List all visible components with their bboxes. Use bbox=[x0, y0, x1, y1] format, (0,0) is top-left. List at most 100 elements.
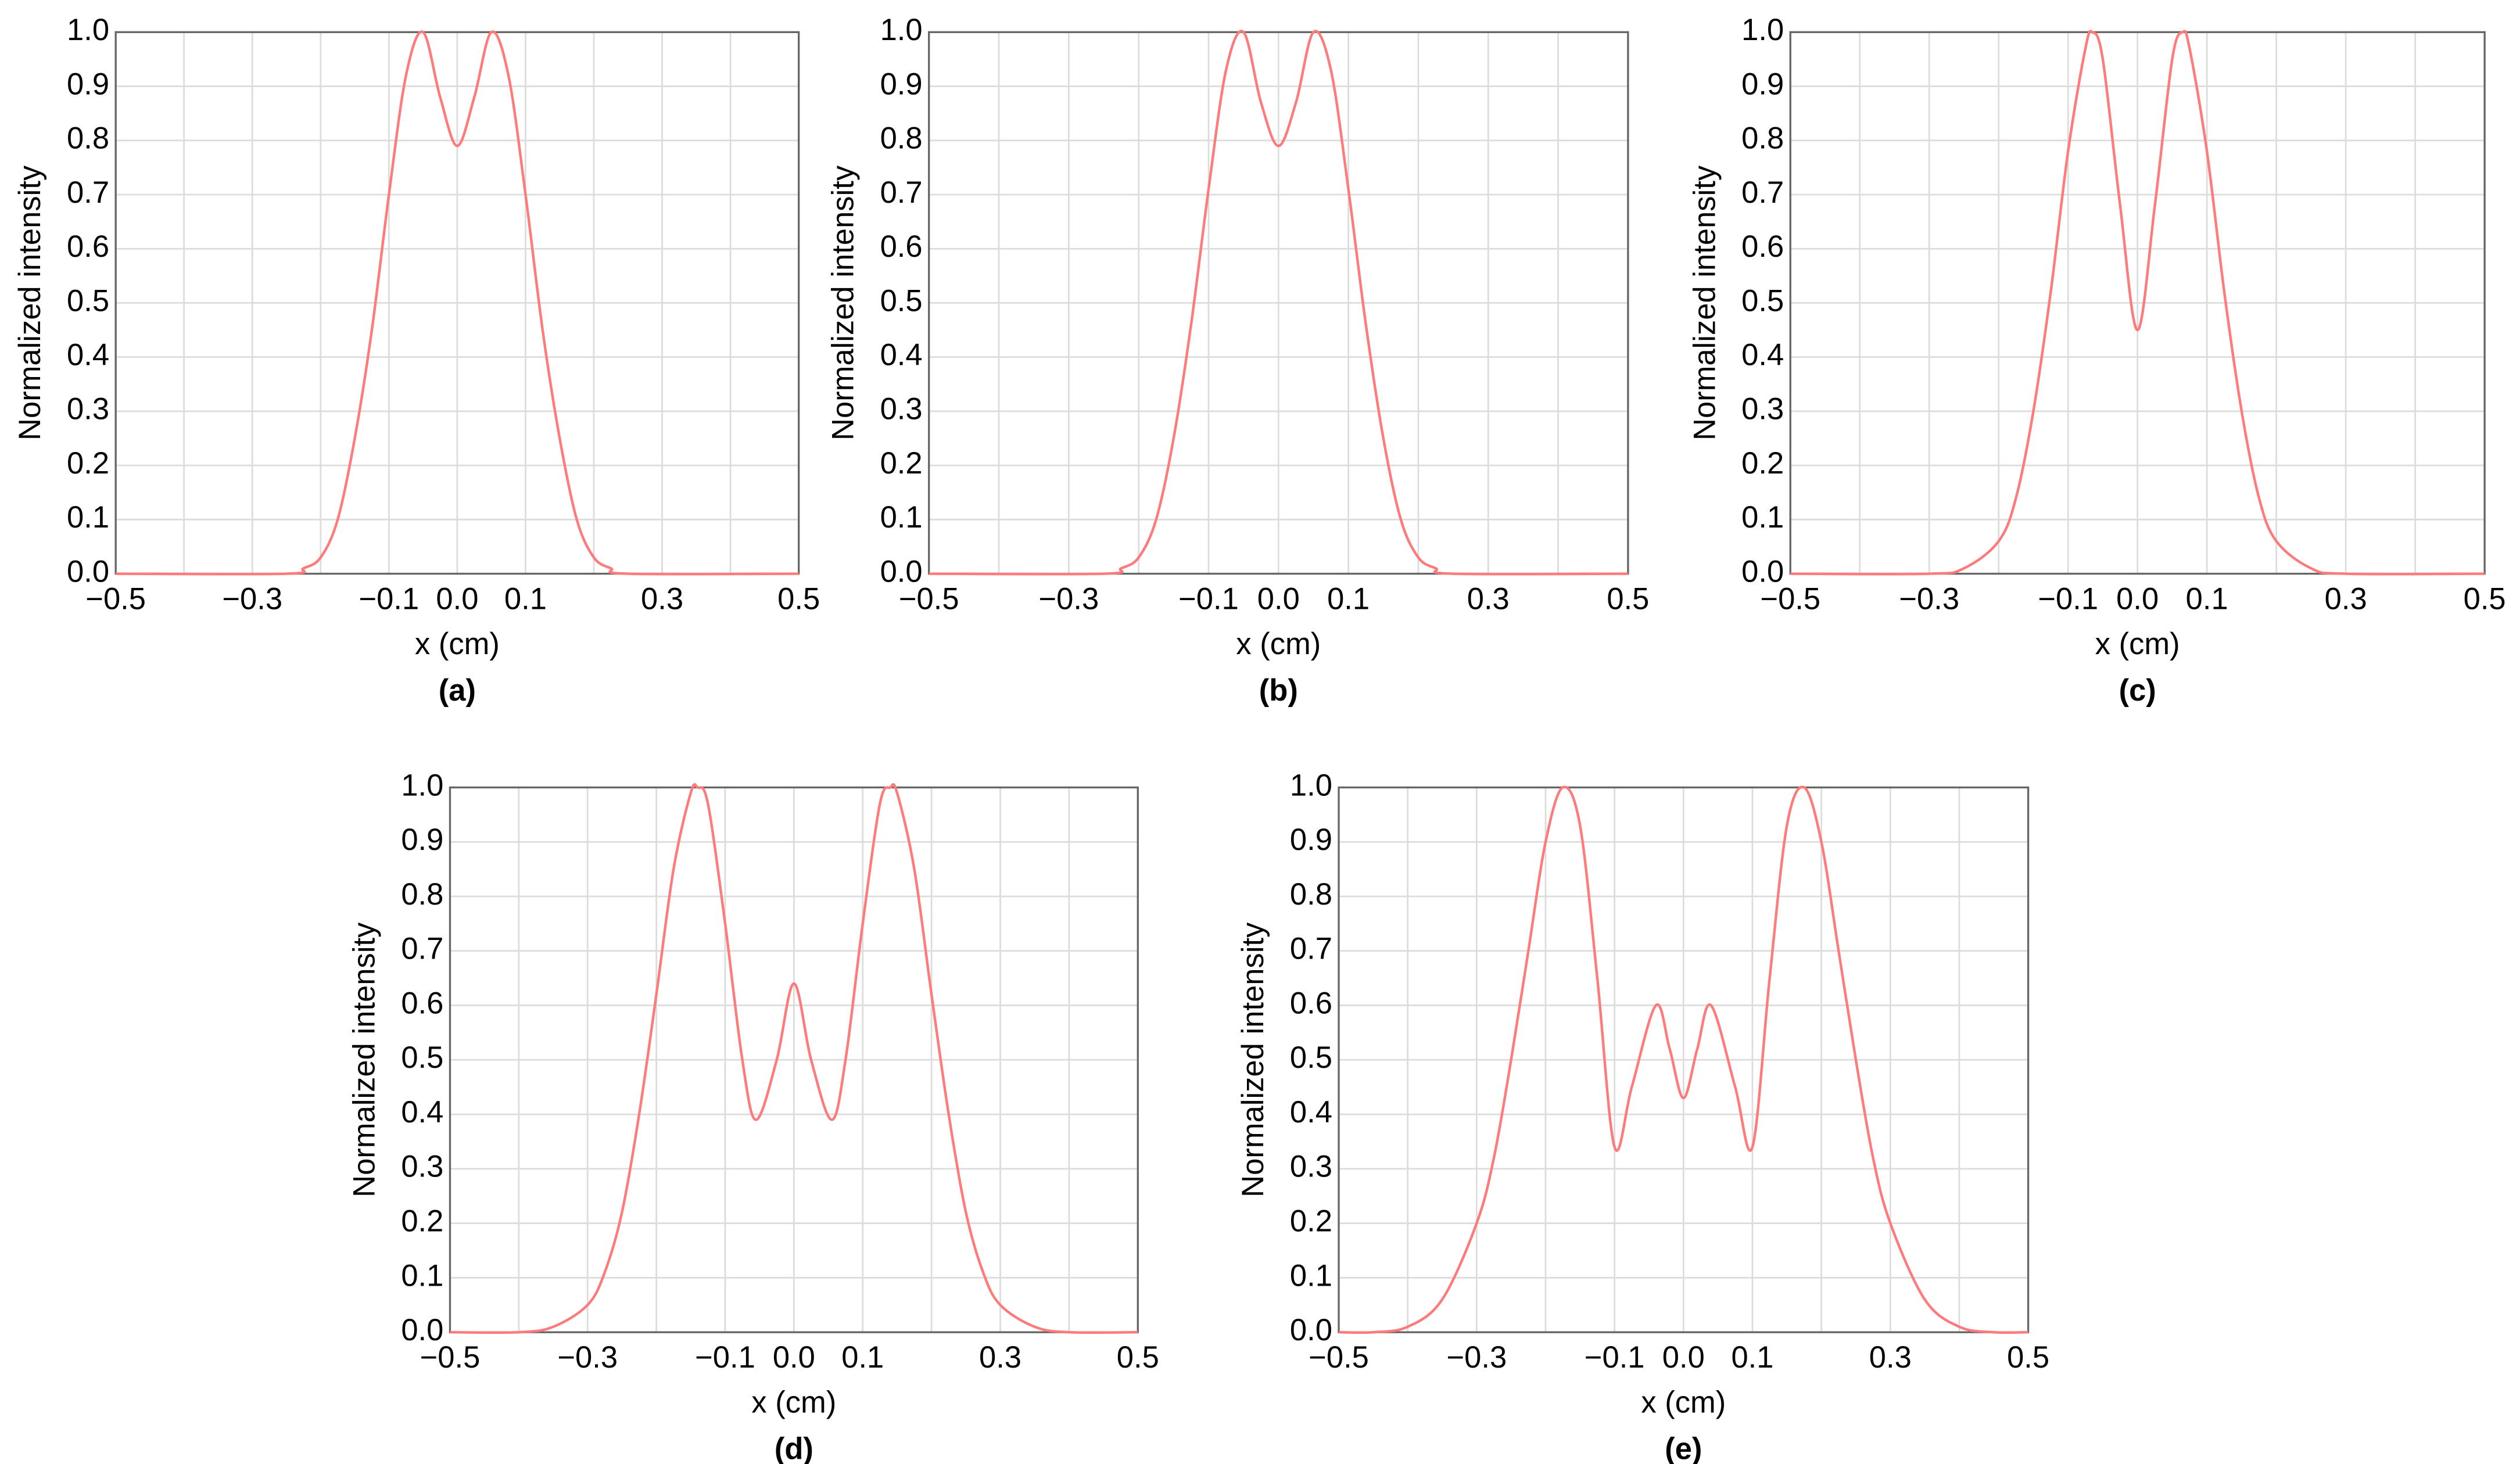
x-tick-label: −0.3 bbox=[557, 1340, 618, 1375]
x-tick-label: −0.5 bbox=[85, 582, 146, 616]
y-tick-label: 0.0 bbox=[880, 554, 923, 589]
y-tick-label: 0.0 bbox=[1741, 554, 1784, 589]
y-axis-label: Normalized intensity bbox=[1236, 922, 1270, 1197]
x-tick-label: −0.1 bbox=[695, 1340, 755, 1375]
panel-label: (e) bbox=[1665, 1432, 1702, 1464]
y-tick-label: 0.5 bbox=[67, 284, 109, 318]
plot-frame bbox=[449, 786, 1139, 1333]
y-tick-label: 0.4 bbox=[401, 1095, 443, 1129]
y-tick-label: 0.6 bbox=[1741, 229, 1784, 264]
y-tick-label: 0.8 bbox=[401, 877, 443, 912]
x-axis-label: x (cm) bbox=[1641, 1386, 1726, 1420]
x-tick-label: 0.3 bbox=[979, 1340, 1021, 1375]
y-tick-label: 0.8 bbox=[880, 121, 923, 156]
x-axis-label: x (cm) bbox=[415, 627, 500, 661]
panel-label: (a) bbox=[439, 673, 476, 708]
y-tick-label: 0.8 bbox=[1290, 877, 1332, 912]
y-tick-label: 0.2 bbox=[67, 446, 109, 480]
intensity-curve bbox=[1339, 785, 2028, 1334]
y-axis-label: Normalized intensity bbox=[13, 165, 47, 440]
x-tick-label: −0.1 bbox=[1585, 1340, 1645, 1375]
y-tick-label: 0.4 bbox=[880, 338, 923, 372]
x-tick-label: −0.5 bbox=[1760, 582, 1820, 616]
x-tick-label: −0.1 bbox=[1178, 582, 1239, 616]
x-tick-label: −0.1 bbox=[2038, 582, 2098, 616]
y-tick-label: 0.6 bbox=[880, 229, 923, 264]
y-tick-label: 1.0 bbox=[67, 13, 109, 47]
y-tick-label: 0.9 bbox=[401, 823, 443, 857]
panel-label: (d) bbox=[775, 1432, 813, 1464]
y-tick-label: 0.6 bbox=[67, 229, 109, 264]
y-tick-label: 0.7 bbox=[1741, 175, 1784, 210]
x-tick-label: 0.0 bbox=[1257, 582, 1300, 616]
y-tick-label: 0.0 bbox=[67, 554, 109, 589]
x-tick-label: 0.5 bbox=[1607, 582, 1649, 616]
y-tick-label: 0.9 bbox=[880, 67, 923, 101]
y-tick-label: 0.2 bbox=[880, 446, 923, 480]
y-tick-label: 0.3 bbox=[401, 1150, 443, 1184]
y-tick-label: 0.0 bbox=[1290, 1313, 1332, 1347]
x-tick-label: 0.5 bbox=[1117, 1340, 1159, 1375]
x-tick-label: 0.0 bbox=[436, 582, 478, 616]
x-tick-label: 0.5 bbox=[777, 582, 820, 616]
y-tick-label: 1.0 bbox=[1741, 13, 1784, 47]
x-tick-label: −0.5 bbox=[1309, 1340, 1369, 1375]
x-tick-label: 0.1 bbox=[1327, 582, 1370, 616]
y-tick-label: 0.2 bbox=[401, 1204, 443, 1238]
y-tick-label: 0.4 bbox=[1290, 1095, 1332, 1129]
x-tick-label: −0.1 bbox=[359, 582, 419, 616]
y-tick-label: 1.0 bbox=[1290, 768, 1332, 802]
x-tick-label: −0.5 bbox=[899, 582, 959, 616]
y-axis-label: Normalized intensity bbox=[347, 922, 382, 1197]
y-tick-label: 0.2 bbox=[1290, 1204, 1332, 1238]
y-tick-label: 0.4 bbox=[67, 338, 109, 372]
y-tick-label: 0.3 bbox=[67, 392, 109, 426]
y-tick-label: 0.7 bbox=[1290, 932, 1332, 966]
y-tick-label: 0.4 bbox=[1741, 338, 1784, 372]
y-tick-label: 0.7 bbox=[401, 932, 443, 966]
y-tick-label: 0.3 bbox=[1290, 1150, 1332, 1184]
y-tick-label: 0.0 bbox=[401, 1313, 443, 1347]
x-tick-label: 0.3 bbox=[641, 582, 683, 616]
x-tick-label: 0.1 bbox=[2186, 582, 2228, 616]
intensity-curve bbox=[116, 30, 799, 576]
x-axis-label: x (cm) bbox=[2095, 627, 2180, 661]
y-tick-label: 0.9 bbox=[1290, 823, 1332, 857]
x-tick-label: 0.5 bbox=[2007, 1340, 2049, 1375]
panel-label: (c) bbox=[2119, 673, 2156, 708]
y-tick-label: 0.7 bbox=[67, 175, 109, 210]
plot-frame bbox=[1789, 31, 2486, 575]
x-tick-label: 0.3 bbox=[2325, 582, 2367, 616]
y-tick-label: 1.0 bbox=[401, 768, 443, 802]
x-tick-label: 0.1 bbox=[1731, 1340, 1773, 1375]
x-tick-label: 0.0 bbox=[1662, 1340, 1705, 1375]
x-tick-label: 0.0 bbox=[773, 1340, 815, 1375]
y-tick-label: 0.6 bbox=[1290, 986, 1332, 1020]
y-tick-label: 0.5 bbox=[1290, 1040, 1332, 1075]
x-tick-label: −0.5 bbox=[420, 1340, 481, 1375]
x-tick-label: 0.3 bbox=[1869, 1340, 1912, 1375]
x-tick-label: 0.3 bbox=[1467, 582, 1510, 616]
x-tick-label: −0.3 bbox=[1038, 582, 1099, 616]
y-tick-label: 0.9 bbox=[67, 67, 109, 101]
x-tick-label: −0.3 bbox=[222, 582, 282, 616]
y-tick-label: 1.0 bbox=[880, 13, 923, 47]
x-tick-label: −0.3 bbox=[1446, 1340, 1507, 1375]
y-axis-label: Normalized intensity bbox=[1687, 165, 1722, 440]
y-axis-label: Normalized intensity bbox=[826, 165, 861, 440]
intensity-curve bbox=[929, 30, 1628, 576]
intensity-curve bbox=[450, 783, 1138, 1334]
y-tick-label: 0.7 bbox=[880, 175, 923, 210]
plot-frame bbox=[1338, 786, 2030, 1333]
y-tick-label: 0.3 bbox=[1741, 392, 1784, 426]
intensity-curve bbox=[1790, 30, 2485, 576]
y-tick-label: 0.1 bbox=[1290, 1258, 1332, 1293]
y-tick-label: 0.1 bbox=[401, 1258, 443, 1293]
x-tick-label: 0.1 bbox=[504, 582, 547, 616]
x-axis-label: x (cm) bbox=[1236, 627, 1321, 661]
plot-frame bbox=[114, 31, 800, 575]
y-tick-label: 0.5 bbox=[1741, 284, 1784, 318]
y-tick-label: 0.8 bbox=[1741, 121, 1784, 156]
